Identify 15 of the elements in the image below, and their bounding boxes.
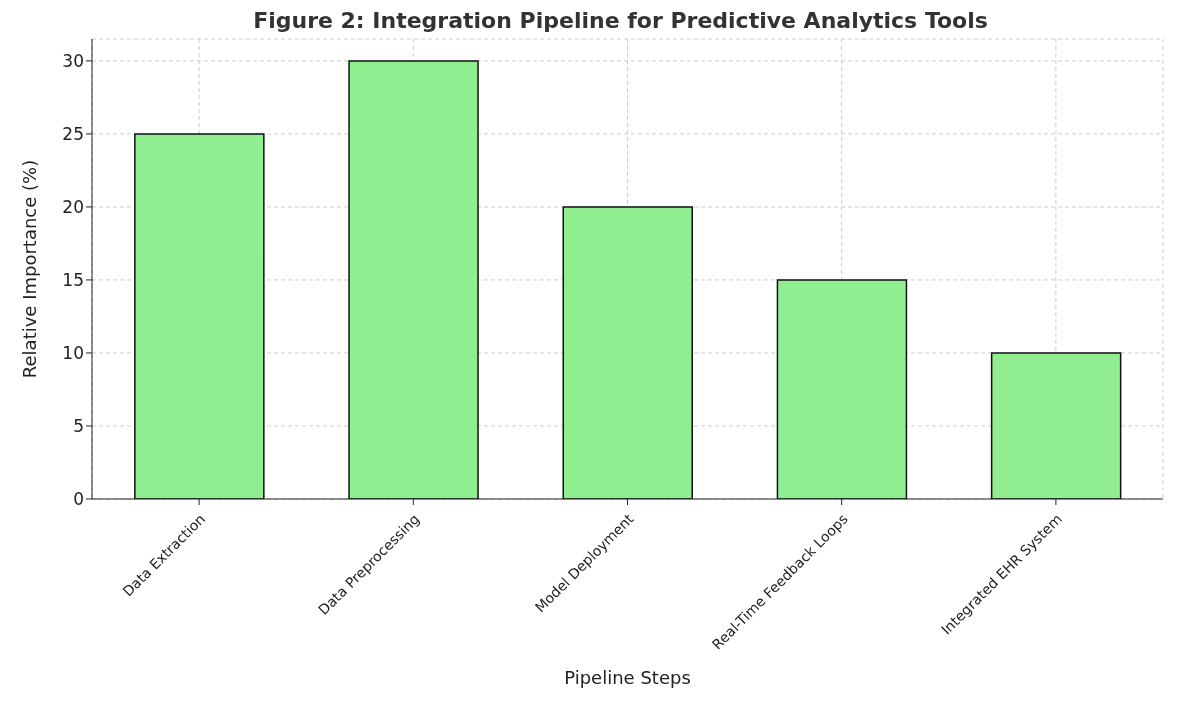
bar xyxy=(776,279,908,499)
y-tick-label: 25 xyxy=(62,123,84,144)
chart-title: Figure 2: Integration Pipeline for Predictive Analytics Tools xyxy=(252,8,989,33)
y-tick-label: 5 xyxy=(73,416,84,437)
bar xyxy=(990,352,1122,499)
y-tick-label: 10 xyxy=(62,343,84,363)
y-tick-label: 15 xyxy=(62,269,84,290)
y-tick-label: 0 xyxy=(73,489,84,510)
y-tick-label: 20 xyxy=(62,196,84,217)
y-axis-title: Relative Importance (%) xyxy=(19,159,41,379)
bar xyxy=(562,206,693,499)
y-tick-label: 30 xyxy=(62,50,84,71)
x-axis-title: Pipeline Steps xyxy=(564,667,691,688)
bar xyxy=(134,133,265,499)
bar xyxy=(348,60,479,499)
